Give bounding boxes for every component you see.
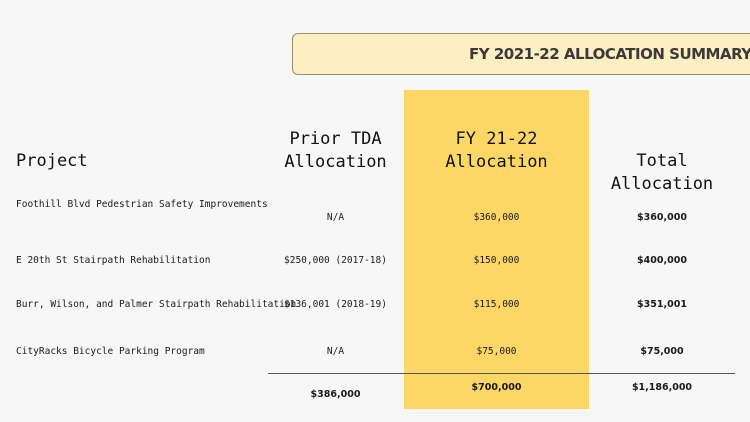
row-project-name: Foothill Blvd Pedestrian Safety Improvem… <box>16 199 268 210</box>
header-total-allocation: Total Allocation <box>610 151 714 194</box>
totals-divider <box>268 373 735 374</box>
header-prior-line1: Prior TDA <box>289 129 382 149</box>
total-prior-value: $386,000 <box>310 389 361 400</box>
header-prior-allocation: Prior TDA Allocation <box>268 128 403 174</box>
row-project-name: Burr, Wilson, and Palmer Stairpath Rehab… <box>16 299 297 310</box>
row-fy-value: $75,000 <box>476 346 517 357</box>
header-project: Project <box>16 151 88 171</box>
total-overall-value: $1,186,000 <box>631 382 693 393</box>
header-fy-line1: FY 21-22 <box>455 129 538 149</box>
row-total-value: $400,000 <box>637 255 687 266</box>
row-fy-value: $150,000 <box>473 255 520 266</box>
row-total-value: $75,000 <box>640 346 684 357</box>
row-total-value: $351,001 <box>637 299 687 310</box>
row-project-name: E 20th St Stairpath Rehabilitation <box>16 255 211 266</box>
row-prior-value: N/A <box>326 346 345 357</box>
row-total-value: $360,000 <box>637 212 687 223</box>
header-prior-line2: Allocation <box>284 152 387 172</box>
row-fy-value: $360,000 <box>473 212 520 223</box>
row-prior-value: $136,001 (2018-19) <box>284 299 387 310</box>
row-project-name: CityRacks Bicycle Parking Program <box>16 346 205 357</box>
header-fy-allocation: FY 21-22 Allocation <box>404 128 589 174</box>
row-prior-value: N/A <box>326 212 345 223</box>
header-fy-line2: Allocation <box>445 152 548 172</box>
row-fy-value: $115,000 <box>473 299 520 310</box>
total-fy-value: $700,000 <box>471 382 522 393</box>
summary-banner: FY 2021-22 ALLOCATION SUMMARY <box>292 33 750 75</box>
fy-column-highlight <box>404 90 589 409</box>
banner-title: FY 2021-22 ALLOCATION SUMMARY <box>469 45 750 63</box>
row-prior-value: $250,000 (2017-18) <box>284 255 387 266</box>
